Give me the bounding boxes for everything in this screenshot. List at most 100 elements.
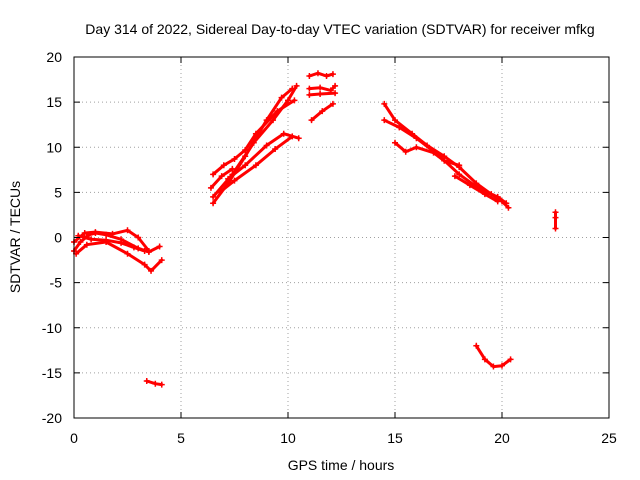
data-point	[143, 377, 150, 384]
data-point	[158, 381, 165, 388]
data-point	[505, 204, 512, 211]
data-point	[218, 173, 225, 180]
y-tick-label: -10	[42, 320, 62, 336]
data-point	[274, 108, 281, 115]
data-point	[466, 182, 473, 189]
data-point	[396, 124, 403, 131]
data-point	[118, 239, 125, 246]
data-traces	[71, 70, 559, 388]
data-point	[329, 100, 336, 107]
data-point	[141, 248, 148, 255]
data-point	[473, 342, 480, 349]
y-tick-labels: -20 -15 -10 -5 0 5 10 15 20	[42, 49, 62, 426]
x-axis-title: GPS time / hours	[288, 457, 395, 473]
data-point	[270, 117, 277, 124]
data-point	[124, 250, 131, 257]
data-point	[381, 117, 388, 124]
data-point	[293, 82, 300, 89]
data-point	[272, 146, 279, 153]
data-trace-arc-d2	[307, 84, 337, 92]
data-point	[278, 94, 285, 101]
data-point	[329, 71, 336, 78]
data-point	[552, 214, 559, 221]
data-point	[451, 173, 458, 180]
y-tick-label: 5	[54, 184, 62, 200]
data-point	[552, 209, 559, 216]
data-trace-arc-e4	[453, 174, 500, 203]
chart-title: Day 314 of 2022, Sidereal Day-to-day VTE…	[85, 21, 594, 37]
data-point	[220, 162, 227, 169]
y-tick-label: -5	[50, 275, 63, 291]
y-tick-label: -20	[42, 410, 62, 426]
data-point	[413, 144, 420, 151]
data-point	[88, 236, 95, 243]
data-point	[319, 108, 326, 115]
x-tick-label: 25	[601, 430, 617, 446]
data-point	[210, 200, 217, 207]
y-tick-label: 15	[46, 94, 62, 110]
data-point	[156, 243, 163, 250]
data-point	[242, 146, 249, 153]
data-point	[402, 148, 409, 155]
x-tick-label: 5	[177, 430, 185, 446]
data-point	[430, 149, 437, 156]
data-point	[263, 142, 270, 149]
data-point	[242, 162, 249, 169]
data-point	[456, 162, 463, 169]
data-point	[158, 257, 165, 264]
grid	[74, 57, 609, 418]
data-point	[295, 135, 302, 142]
data-point	[306, 85, 313, 92]
data-point	[135, 234, 142, 241]
data-point	[231, 177, 238, 184]
data-point	[392, 117, 398, 124]
data-point	[441, 157, 448, 164]
data-point	[92, 229, 99, 236]
data-point	[210, 193, 217, 200]
data-point	[481, 356, 488, 363]
data-trace-arc-e2	[382, 118, 508, 205]
y-axis-title: SDTVAR / TECUs	[7, 181, 23, 293]
x-tick-label: 10	[280, 430, 296, 446]
data-point	[332, 90, 339, 97]
data-point	[507, 356, 514, 363]
data-point	[308, 117, 315, 124]
data-point	[490, 363, 497, 370]
data-point	[252, 130, 259, 137]
data-point	[413, 135, 420, 142]
x-tick-labels: 0 5 10 15 20 25	[70, 430, 617, 446]
data-point	[231, 155, 238, 162]
data-point	[124, 227, 131, 234]
data-point	[494, 198, 501, 205]
data-point	[225, 175, 232, 182]
data-point	[210, 171, 217, 178]
data-point	[314, 70, 321, 77]
data-point	[103, 237, 110, 244]
data-point	[503, 200, 510, 207]
y-tick-label: -15	[42, 365, 62, 381]
data-point	[456, 171, 463, 178]
data-point	[317, 84, 324, 91]
data-point	[83, 241, 90, 248]
data-point	[381, 100, 388, 107]
data-point	[77, 239, 84, 246]
data-point	[332, 82, 339, 89]
data-point	[323, 72, 330, 79]
x-tick-label: 20	[494, 430, 510, 446]
data-point	[552, 225, 559, 232]
data-point	[216, 189, 223, 196]
data-point	[499, 362, 505, 369]
data-point	[252, 162, 259, 169]
data-point	[148, 267, 155, 274]
y-tick-label: 0	[54, 230, 62, 246]
data-point	[317, 91, 324, 98]
data-point	[81, 229, 88, 236]
data-trace-arc-e3	[393, 141, 461, 167]
data-trace-arc-d1	[307, 71, 335, 78]
data-point	[481, 191, 488, 198]
data-point	[152, 380, 159, 387]
data-point	[289, 133, 296, 140]
axis-ticks	[73, 56, 610, 419]
data-point	[392, 139, 398, 146]
